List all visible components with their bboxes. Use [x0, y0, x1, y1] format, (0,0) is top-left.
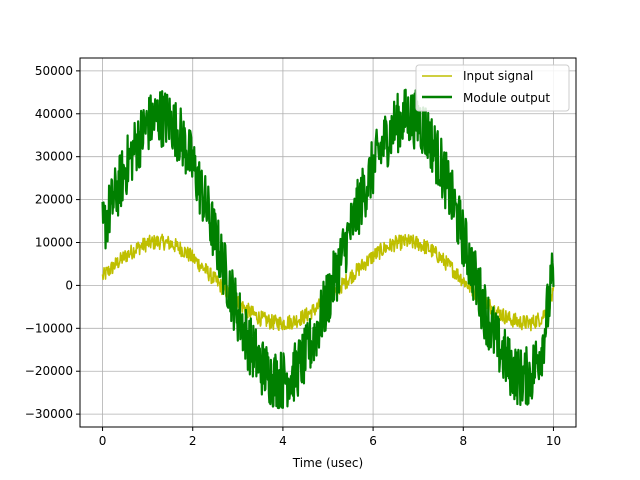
x-tick-label: 10 — [546, 434, 561, 448]
y-tick-label: −10000 — [25, 321, 73, 335]
y-tick-label: 20000 — [35, 193, 73, 207]
legend: Input signal Module output — [415, 64, 570, 112]
y-tick-label: 10000 — [35, 236, 73, 250]
legend-label-module-output: Module output — [463, 91, 550, 105]
axis-ticks: 0 2 4 6 8 10 −30000 −20000 −10000 0 10000 20000 3000… — [25, 64, 561, 448]
y-tick-label: −30000 — [25, 407, 73, 421]
x-tick-label: 8 — [459, 434, 467, 448]
x-tick-label: 4 — [279, 434, 287, 448]
grid-lines — [80, 58, 576, 427]
series-lines — [101, 88, 555, 410]
y-tick-label: −20000 — [25, 364, 73, 378]
module-output-line — [101, 88, 555, 410]
y-tick-label: 30000 — [35, 150, 73, 164]
y-tick-label: 40000 — [35, 107, 73, 121]
x-tick-label: 2 — [189, 434, 197, 448]
y-tick-label: 0 — [65, 278, 73, 292]
legend-label-input-signal: Input signal — [463, 69, 533, 83]
x-axis-label: Time (usec) — [292, 456, 363, 470]
y-tick-label: 50000 — [35, 64, 73, 78]
legend-box — [415, 64, 570, 112]
x-tick-label: 6 — [369, 434, 377, 448]
x-tick-label: 0 — [99, 434, 107, 448]
